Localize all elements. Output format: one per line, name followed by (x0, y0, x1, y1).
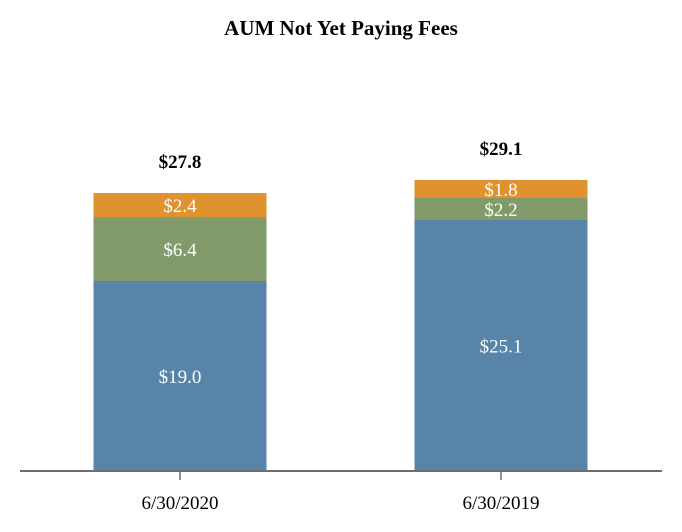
bar-segment (414, 220, 588, 471)
bar-segment (414, 198, 588, 220)
x-tick-label: 6/30/2020 (141, 493, 218, 514)
total-label: $27.8 (159, 152, 202, 173)
data-label: $2.4 (163, 196, 197, 217)
x-ticks-group: 6/30/2020 6/30/2019 (141, 471, 540, 514)
bar-segment (93, 217, 267, 281)
labels-group: $19.0 $6.4 $2.4 $27.8 $25.1 $2.2$1.8 $29.1 (159, 139, 523, 388)
data-label: $25.1 (480, 337, 523, 358)
data-label: $6.4 (163, 240, 197, 261)
bar-segment (93, 281, 267, 471)
chart-title: AUM Not Yet Paying Fees (224, 16, 458, 40)
x-tick-label: 6/30/2019 (462, 493, 539, 514)
total-label: $29.1 (480, 139, 523, 160)
data-label: $19.0 (159, 367, 202, 388)
bars-group (93, 180, 588, 471)
data-label: $2.2 (484, 200, 517, 221)
bar-segment (414, 180, 588, 198)
bar-segment (93, 193, 267, 217)
data-label: $1.8 (484, 180, 517, 201)
